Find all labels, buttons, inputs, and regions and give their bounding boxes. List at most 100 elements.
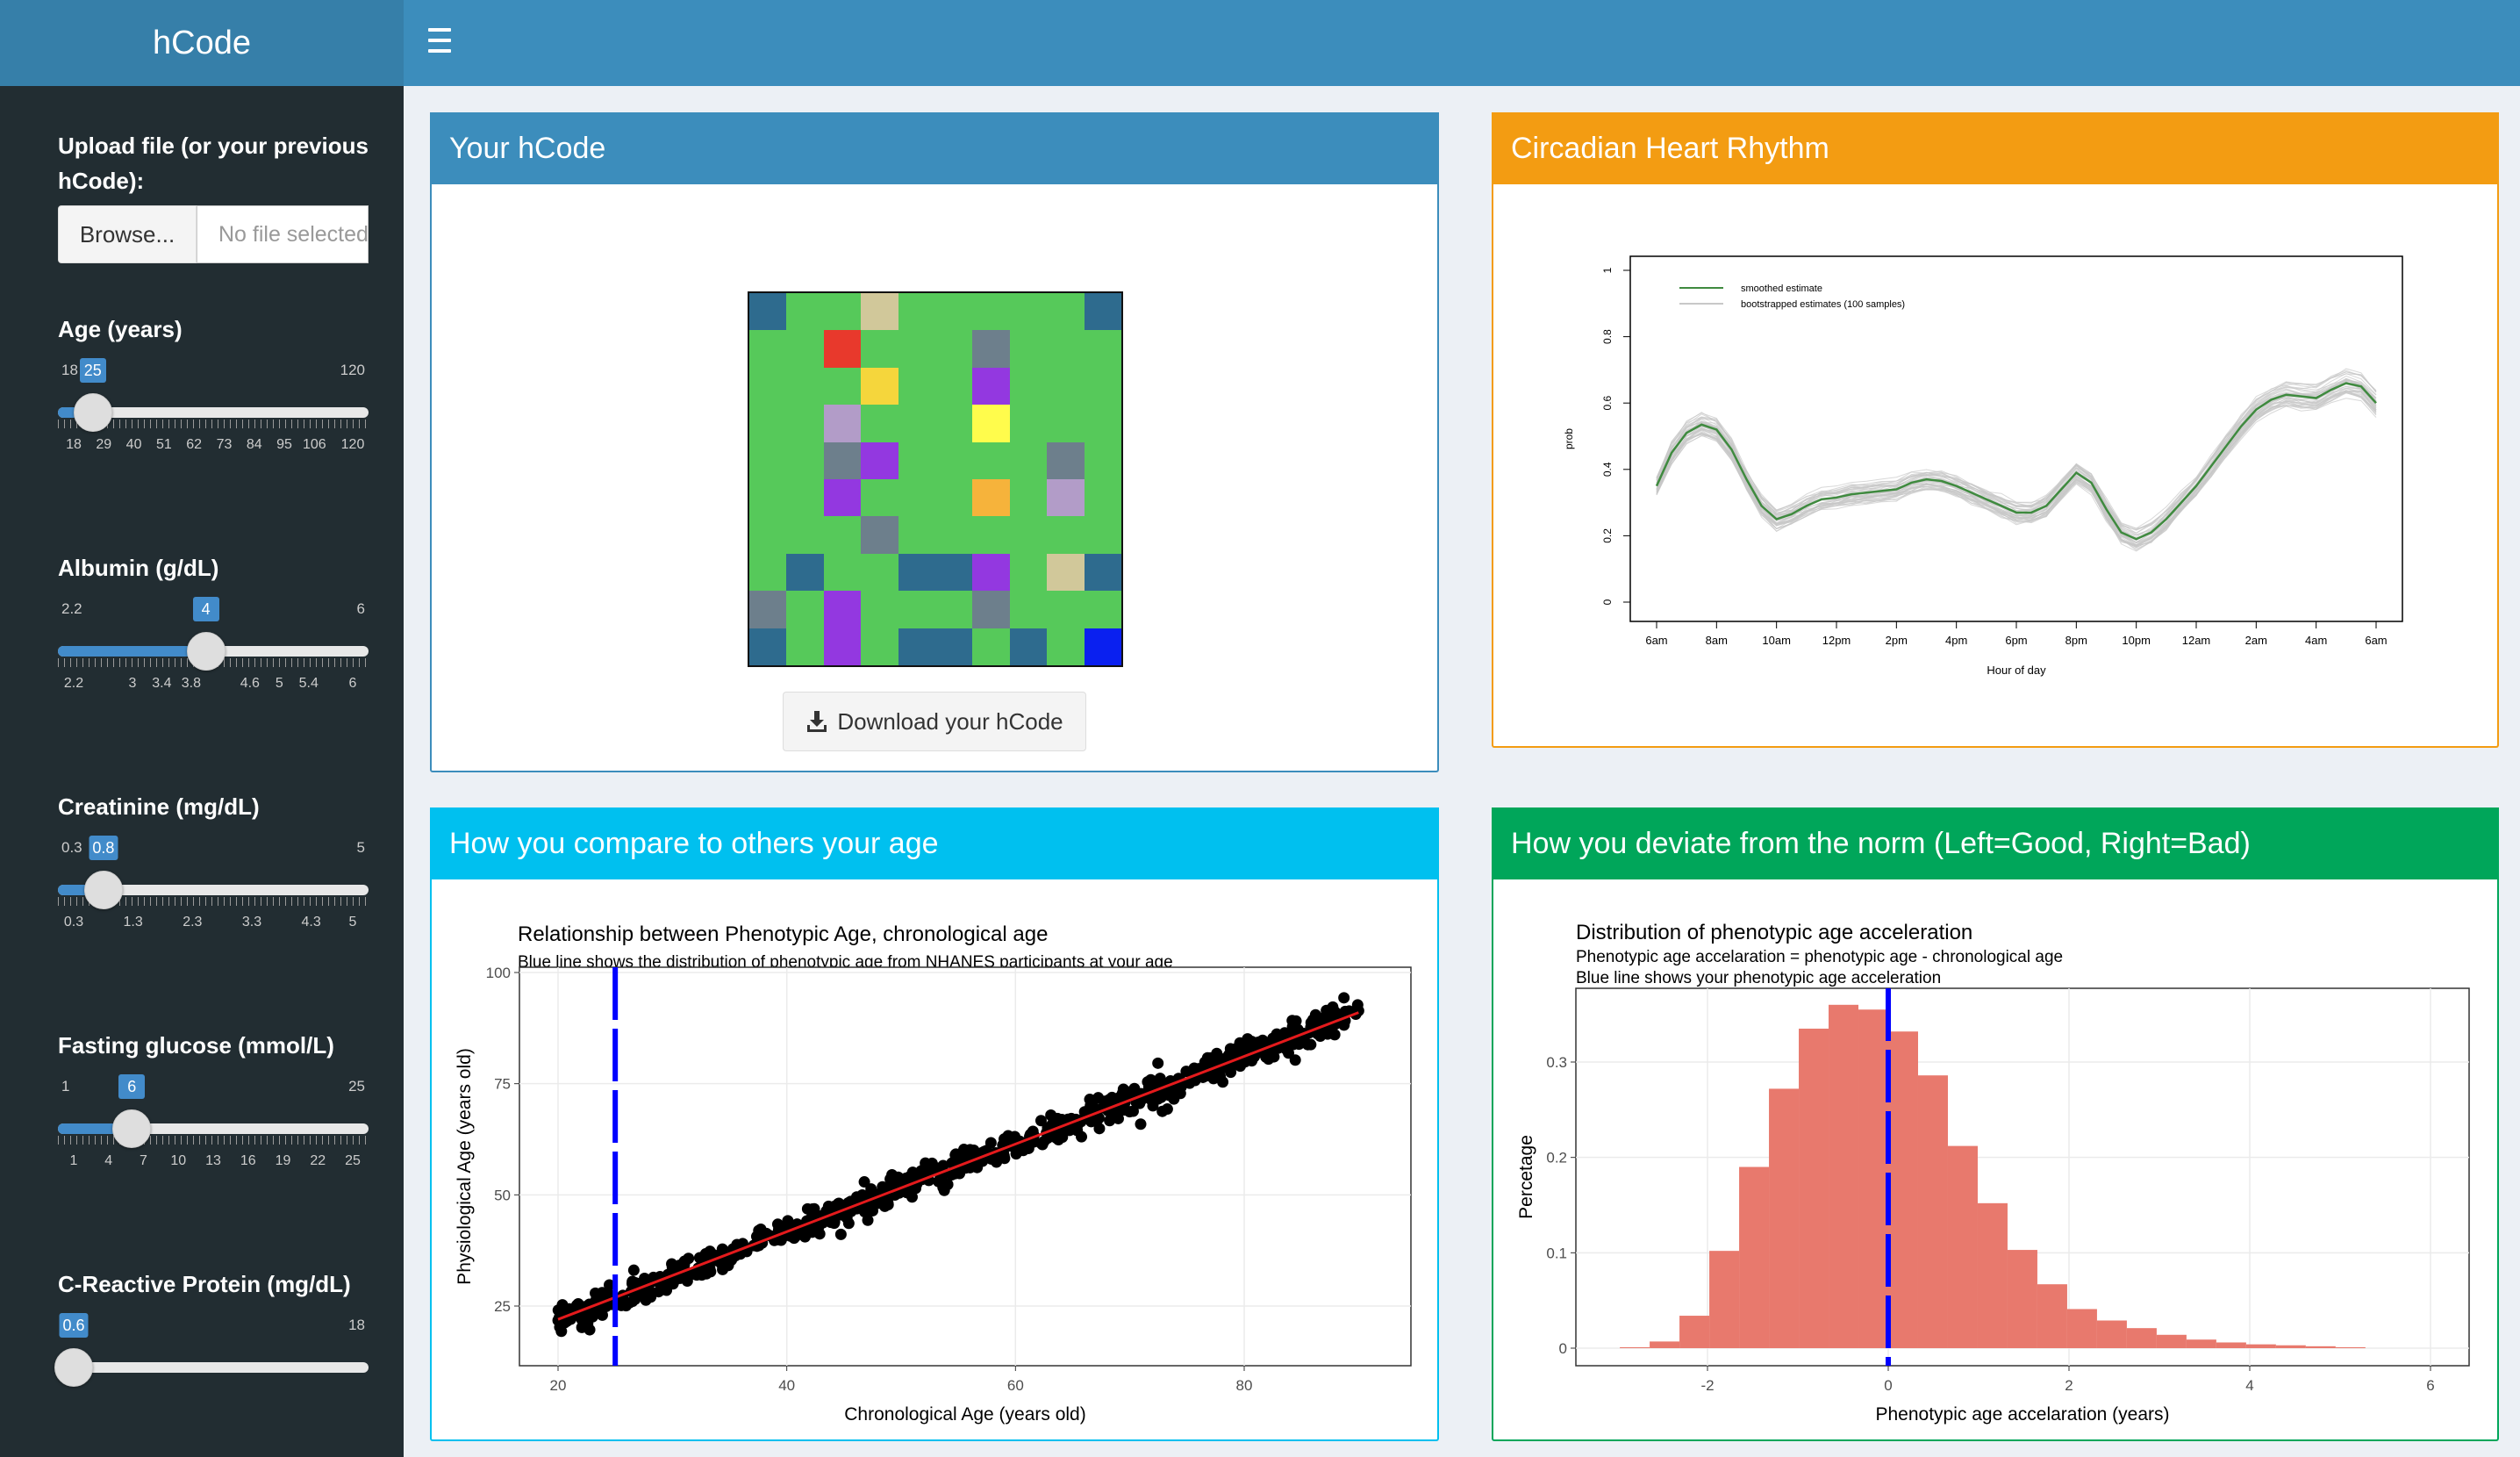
x-tick-label: 6am: [1645, 634, 1667, 647]
x-tick-label: 2pm: [1886, 634, 1908, 647]
hcode-cell: [1047, 441, 1085, 479]
hcode-cell: [861, 405, 898, 442]
data-point: [1338, 992, 1350, 1004]
slider-ticks: [58, 1136, 369, 1145]
hcode-cell: [972, 441, 1010, 479]
hcode-cell: [898, 628, 935, 665]
data-point: [1154, 1073, 1166, 1085]
hcode-cell: [1047, 591, 1085, 628]
hcode-cell: [972, 628, 1010, 665]
data-point: [1152, 1057, 1164, 1069]
hcode-cell: [935, 516, 973, 554]
slider-handle[interactable]: [112, 1109, 152, 1148]
slider-handle[interactable]: [54, 1348, 93, 1387]
hcode-cell: [898, 479, 935, 517]
y-tick-label: 0: [1559, 1340, 1567, 1357]
download-hcode-button[interactable]: Download your hCode: [783, 692, 1086, 751]
histogram-bar: [1977, 1202, 2008, 1348]
slider-track[interactable]: [58, 407, 369, 418]
sidebar-toggle-icon[interactable]: [428, 28, 451, 53]
hcode-cell: [1009, 553, 1048, 592]
hcode-cell: [749, 293, 787, 331]
data-point: [880, 1195, 892, 1207]
hcode-cell: [935, 441, 973, 479]
hcode-cell: [1084, 330, 1121, 368]
slider-tick-label: 5: [348, 915, 357, 929]
histogram-bar: [1679, 1316, 1710, 1348]
hcode-cell: [1009, 441, 1048, 479]
slider-handle[interactable]: [186, 632, 226, 671]
histogram-bar: [1769, 1088, 1800, 1348]
hcode-cell: [861, 628, 898, 665]
hcode-cell: [861, 516, 898, 554]
histogram-bar: [2275, 1345, 2306, 1348]
data-point: [716, 1243, 728, 1255]
x-tick-label: -2: [1700, 1377, 1714, 1394]
bootstrap-line: [1656, 391, 2377, 546]
file-name-field[interactable]: No file selected: [197, 205, 369, 263]
x-tick-label: 10pm: [2122, 634, 2151, 647]
x-tick-label: 2am: [2245, 634, 2267, 647]
app-logo[interactable]: hCode: [0, 0, 404, 86]
slider-min-label: 1: [61, 1078, 70, 1095]
y-tick-label: 50: [494, 1187, 511, 1203]
slider-handle[interactable]: [73, 393, 112, 432]
bootstrap-line: [1656, 392, 2377, 548]
y-tick-label: 75: [494, 1076, 511, 1093]
x-tick-label: 2: [2065, 1377, 2073, 1394]
data-point: [593, 1304, 605, 1317]
hcode-cell: [1047, 293, 1085, 331]
data-point: [884, 1173, 897, 1185]
histogram-bar: [2066, 1309, 2097, 1348]
hcode-cell: [935, 628, 973, 665]
data-point: [813, 1221, 825, 1233]
slider-max-label: 5: [356, 839, 365, 856]
hcode-cell: [786, 628, 824, 665]
slider-track[interactable]: [58, 1362, 369, 1373]
hcode-cell: [1047, 330, 1085, 368]
scatter-chart: Relationship between Phenotypic Age, chr…: [455, 922, 1412, 1425]
data-point: [1135, 1118, 1147, 1130]
hcode-cell: [861, 441, 898, 479]
histogram-bar: [2245, 1344, 2276, 1348]
slider-tick-label: 7: [140, 1153, 147, 1168]
data-point: [1115, 1104, 1128, 1116]
browse-button[interactable]: Browse...: [58, 205, 197, 263]
hcode-cell: [972, 330, 1010, 368]
data-point: [968, 1145, 980, 1157]
trend-line: [557, 1011, 1359, 1321]
circadian-chart: 0 0.2 0.4 0.6 0.8 1 prob 6am 8am 10am 12pm 2pm 4pm 6p…: [1563, 255, 2403, 677]
slider-tick-label: 3: [128, 676, 137, 691]
data-point: [1052, 1134, 1064, 1146]
data-point: [722, 1260, 734, 1272]
slider-tick-label: 16: [240, 1153, 256, 1168]
bootstrap-line: [1656, 391, 2377, 544]
hcode-cell: [1009, 293, 1048, 331]
slider-tick-label: 62: [186, 437, 203, 452]
slider-handle[interactable]: [83, 871, 123, 909]
legend-label-smoothed: smoothed estimate: [1741, 284, 1822, 294]
histogram-bar: [1888, 1031, 1918, 1348]
data-point: [666, 1258, 678, 1270]
slider-value-badge: 4: [192, 597, 219, 621]
hcode-cell: [823, 591, 862, 628]
data-point: [1328, 1007, 1340, 1019]
slider-track[interactable]: [58, 885, 369, 895]
data-point: [596, 1287, 608, 1299]
slider-tick-label: 18: [66, 437, 82, 452]
hcode-cell: [786, 479, 824, 517]
data-point: [1260, 1051, 1272, 1063]
circadian-box: Circadian Heart Rhythm 0 0.2 0.4 0.6 0.8 1 pro…: [1492, 112, 2499, 748]
hcode-cell: [1009, 516, 1048, 554]
hcode-cell: [823, 405, 862, 442]
hcode-cell: [935, 330, 973, 368]
histogram-bar: [1799, 1028, 1829, 1348]
histogram-bar: [1947, 1145, 1978, 1348]
hcode-cell: [935, 367, 973, 406]
slider-value-badge: 6: [118, 1074, 146, 1099]
hcode-cell: [935, 553, 973, 592]
slider-group: Creatinine (mg/dL) 0.3 5 0.8 0.3 1.3 2.3 3.3 4.3…: [58, 793, 369, 969]
hcode-cell: [861, 367, 898, 406]
chart-subtitle: Blue line shows your phenotypic age acce…: [1576, 969, 1941, 987]
data-point: [771, 1218, 784, 1231]
